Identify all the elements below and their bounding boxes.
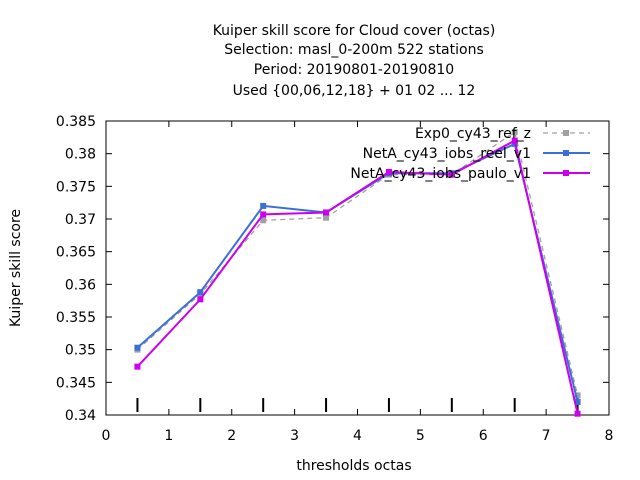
series-point	[134, 344, 141, 351]
series-point	[197, 289, 204, 296]
x-tick-label: 8	[605, 428, 614, 444]
series-point	[260, 217, 267, 224]
series-line	[136, 131, 579, 396]
series-point	[323, 214, 330, 221]
y-tick-label: 0.385	[56, 114, 96, 130]
series-point	[511, 129, 518, 136]
x-axis-label: thresholds octas	[296, 458, 411, 474]
series-point	[197, 296, 204, 303]
series-point	[260, 202, 267, 209]
x-tick-label: 7	[542, 428, 551, 444]
series-point	[134, 363, 141, 370]
legend-swatch-marker	[563, 170, 569, 176]
x-tick-label: 2	[227, 428, 236, 444]
legend-label: NetA_cy43_iobs_paulo_v1	[350, 166, 531, 182]
y-tick-label: 0.375	[56, 179, 96, 195]
legend-swatch-marker	[563, 150, 569, 156]
y-tick-label: 0.345	[56, 375, 96, 391]
x-tick-label: 5	[416, 428, 425, 444]
x-tick-label: 1	[164, 428, 173, 444]
legend-swatch-marker	[563, 130, 569, 136]
series-line	[136, 139, 579, 414]
y-tick-label: 0.38	[65, 147, 96, 163]
x-tick-label: 4	[353, 428, 362, 444]
y-tick-label: 0.355	[56, 310, 96, 326]
series-point	[511, 137, 518, 144]
y-tick-label: 0.365	[56, 245, 96, 261]
series-point	[448, 171, 455, 178]
chart-title-line: Selection: masl_0-200m 522 stations	[224, 42, 484, 58]
series-point	[574, 410, 581, 417]
chart-title: Kuiper skill score for Cloud cover (octa…	[213, 23, 496, 99]
chart-title-line: Used {00,06,12,18} + 01 02 ... 12	[233, 83, 476, 99]
series-line	[136, 142, 579, 403]
series-point	[574, 398, 581, 405]
chart-title-line: Period: 20190801-20190810	[254, 62, 454, 78]
series-point	[574, 392, 581, 399]
series-point	[323, 209, 330, 216]
legend-label: Exp0_cy43_ref_z	[415, 126, 531, 142]
legend-label: NetA_cy43_iobs_reel_v1	[363, 146, 531, 162]
y-tick-label: 0.37	[65, 212, 96, 228]
series-point	[260, 211, 267, 218]
data-series	[134, 129, 581, 417]
y-axis-label: Kuiper skill score	[8, 209, 24, 327]
legend: Exp0_cy43_ref_z NetA_cy43_iobs_reel_v1 Net…	[350, 126, 590, 182]
y-tick-label: 0.34	[65, 408, 96, 424]
axes: 0 1 2 3 4 5 6 7 8 0.34 0.345 0.35 0.355 0.36 0.365 0.37…	[56, 114, 614, 444]
x-tick-label: 0	[102, 428, 111, 444]
y-tick-label: 0.35	[65, 343, 96, 359]
chart-title-line: Kuiper skill score for Cloud cover (octa…	[213, 23, 496, 39]
x-tick-label: 6	[479, 428, 488, 444]
x-tick-label: 3	[290, 428, 299, 444]
y-tick-label: 0.36	[65, 277, 96, 293]
series-point	[385, 168, 392, 175]
